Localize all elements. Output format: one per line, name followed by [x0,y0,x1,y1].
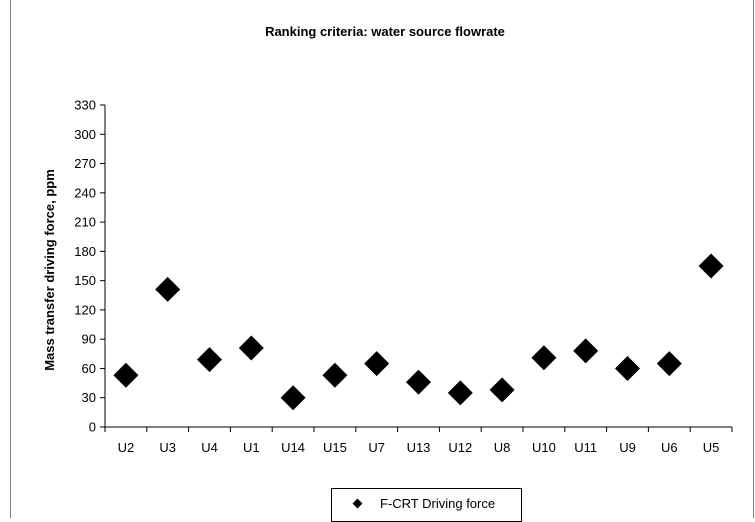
data-point-diamond [447,380,473,406]
y-tick-label: 330 [74,98,96,113]
x-axis: U2 U3 U4 U1 U14 U15 U7 U13 U12 U8 U10 U11 U9 U6 U5 [104,426,733,455]
data-point-diamond [531,345,557,371]
x-tick-label: U11 [574,440,597,455]
data-point-diamond [113,362,139,388]
x-tick-label: U5 [703,440,720,455]
x-tick-label: U6 [661,440,678,455]
y-tick-label: 30 [82,390,96,405]
y-axis-title: Mass transfer driving force, ppm [42,169,57,371]
x-tick-label: U12 [448,440,472,455]
x-tick-label: U2 [118,440,135,455]
y-tick-label: 90 [82,332,96,347]
data-point-diamond [489,377,515,403]
y-tick-label: 150 [74,273,96,288]
x-tick-label: U4 [201,440,218,455]
x-tick-label: U13 [407,440,431,455]
x-tick-label: U3 [159,440,176,455]
data-point-diamond [656,351,682,377]
x-tick-label: U10 [532,440,556,455]
x-tick-label: U7 [368,440,385,455]
x-tick-label: U15 [323,440,347,455]
data-point-diamond [573,338,599,364]
data-point-diamond [197,347,222,373]
data-point-diamond [364,351,390,377]
y-tick-label: 270 [74,156,96,171]
legend-label: F-CRT Driving force [380,496,496,511]
data-point-diamond [406,369,431,395]
y-tick-label: 180 [74,244,96,259]
x-tick-label: U8 [494,440,511,455]
y-tick-label: 120 [74,302,96,317]
legend: F-CRT Driving force [331,488,522,522]
chart-title: Ranking criteria: water source flowrate [265,24,505,39]
data-point-diamond [280,385,306,411]
data-points [113,253,724,411]
data-point-diamond [155,276,181,302]
x-tick-label: U1 [243,440,260,455]
y-tick-label: 240 [74,185,96,200]
y-tick-label: 60 [82,361,96,376]
y-tick-label: 300 [74,127,96,142]
x-tick-label: U14 [281,440,305,455]
data-point-diamond [615,355,640,381]
chart-area [10,0,754,518]
y-tick-label: 210 [74,215,96,230]
y-axis: 0 30 60 90 120 150 180 210 240 270 300 330 [74,98,106,435]
data-point-diamond [238,335,264,361]
legend-diamond-marker-icon [352,498,363,509]
x-tick-label: U9 [619,440,636,455]
data-point-diamond [322,362,348,388]
data-point-diamond [698,253,724,279]
y-tick-label: 0 [89,420,96,435]
